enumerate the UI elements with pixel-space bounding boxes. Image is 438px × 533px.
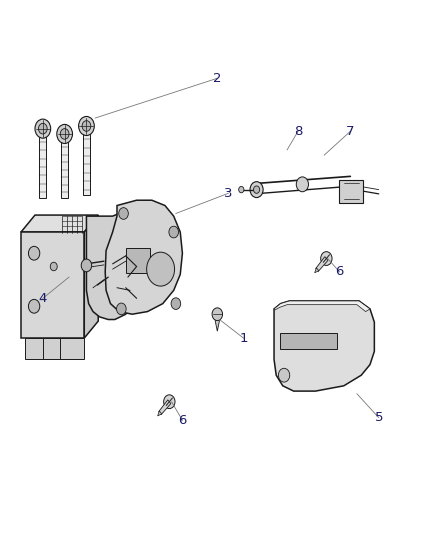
Polygon shape [125,248,149,273]
Polygon shape [339,180,363,203]
Polygon shape [157,411,162,416]
Circle shape [320,252,331,265]
Circle shape [50,262,57,271]
Polygon shape [43,338,80,359]
Circle shape [278,368,289,382]
Polygon shape [105,200,182,314]
Circle shape [146,252,174,286]
Polygon shape [159,400,170,415]
Circle shape [116,303,126,315]
Polygon shape [315,257,327,271]
Circle shape [28,300,40,313]
Circle shape [118,208,128,219]
Text: 1: 1 [239,332,247,344]
Circle shape [250,182,262,198]
Circle shape [28,246,40,260]
Polygon shape [61,142,68,198]
Polygon shape [273,301,369,312]
Circle shape [296,177,308,192]
Circle shape [78,116,94,135]
Polygon shape [84,215,98,338]
Polygon shape [215,320,219,331]
Polygon shape [86,214,138,319]
Polygon shape [273,301,374,391]
Polygon shape [39,136,46,198]
Text: 5: 5 [374,411,382,424]
Circle shape [60,128,69,139]
Text: 6: 6 [335,265,343,278]
Text: 6: 6 [178,414,186,427]
Text: 8: 8 [293,125,301,138]
Polygon shape [83,134,90,195]
Polygon shape [21,215,98,232]
Circle shape [171,298,180,310]
Text: 3: 3 [223,187,232,200]
Text: 7: 7 [345,125,354,138]
Polygon shape [314,268,318,273]
Circle shape [57,124,72,143]
Circle shape [169,226,178,238]
Circle shape [35,119,50,138]
Circle shape [212,308,222,320]
Circle shape [253,186,259,193]
Polygon shape [25,338,62,359]
Circle shape [81,259,92,272]
Circle shape [82,120,91,131]
Circle shape [163,395,175,409]
Text: 4: 4 [39,292,47,305]
Circle shape [238,187,244,193]
Polygon shape [279,333,336,349]
Text: 2: 2 [212,72,221,85]
Polygon shape [60,338,84,359]
Polygon shape [21,232,84,338]
Circle shape [39,123,47,134]
